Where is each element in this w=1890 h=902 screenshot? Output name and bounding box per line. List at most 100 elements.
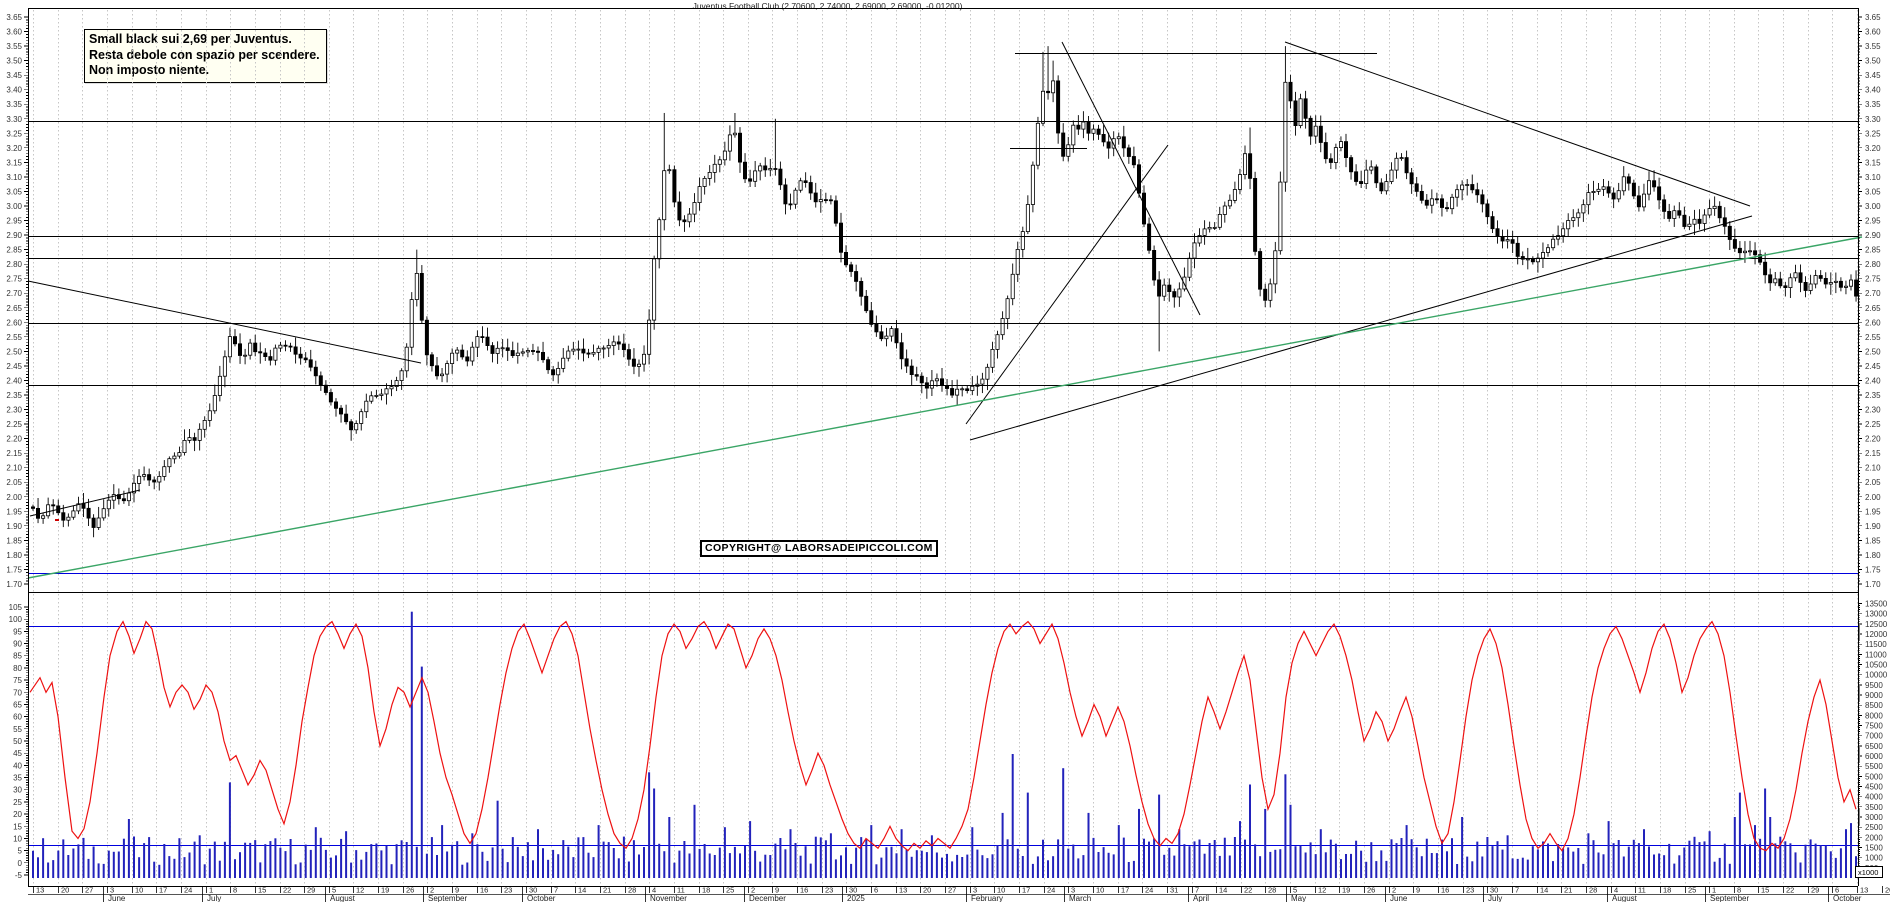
svg-text:10: 10 [997, 886, 1005, 895]
svg-text:6: 6 [874, 886, 878, 895]
svg-text:3.35: 3.35 [6, 100, 22, 109]
svg-text:4000: 4000 [1865, 793, 1883, 802]
svg-text:50: 50 [13, 737, 22, 746]
blue-reference-lines [28, 573, 1858, 846]
svg-text:1.90: 1.90 [1865, 522, 1881, 531]
svg-text:July: July [207, 894, 221, 902]
svg-text:2.85: 2.85 [6, 246, 22, 255]
svg-text:7: 7 [554, 886, 558, 895]
x-axis-labels: 13 20 27 3 10 17 24 1 8 15 22 29 5 12 19 26 2 9 16 23 30 7 14 2… [33, 886, 1890, 902]
annotation-line-1: Small black sui 2,69 per Juventus. [89, 32, 292, 46]
svg-text:July: July [1488, 894, 1502, 902]
svg-text:3.45: 3.45 [1865, 71, 1881, 80]
svg-text:October: October [1833, 894, 1862, 902]
svg-text:8: 8 [1737, 886, 1741, 895]
svg-text:30: 30 [13, 786, 22, 795]
svg-text:95: 95 [13, 627, 22, 636]
svg-text:13000: 13000 [1865, 610, 1888, 619]
volume-bars [32, 611, 1857, 878]
svg-text:30: 30 [849, 886, 857, 895]
svg-text:55: 55 [13, 725, 22, 734]
svg-text:2: 2 [751, 886, 755, 895]
svg-text:2.05: 2.05 [1865, 478, 1881, 487]
svg-text:1.70: 1.70 [6, 580, 22, 589]
svg-text:1.85: 1.85 [1865, 536, 1881, 545]
svg-text:12: 12 [356, 886, 364, 895]
svg-text:6500: 6500 [1865, 742, 1883, 751]
annotation-box: Small black sui 2,69 per Juventus. Resta… [84, 29, 327, 83]
svg-text:11500: 11500 [1865, 640, 1887, 649]
svg-text:16: 16 [480, 886, 488, 895]
svg-text:10000: 10000 [1865, 671, 1888, 680]
axes: 3.65 3.65 3.60 3.60 3.55 3.55 3.50 3.50 3.45 3.45… [6, 13, 1887, 880]
svg-text:3.55: 3.55 [6, 42, 22, 51]
svg-text:2.20: 2.20 [6, 435, 22, 444]
svg-text:17: 17 [1022, 886, 1030, 895]
svg-text:3.60: 3.60 [1865, 28, 1881, 37]
svg-text:100: 100 [9, 615, 23, 624]
svg-text:60: 60 [13, 713, 22, 722]
svg-text:24: 24 [184, 886, 192, 895]
svg-text:26: 26 [1367, 886, 1375, 895]
svg-text:3.50: 3.50 [1865, 57, 1881, 66]
svg-text:25: 25 [13, 798, 22, 807]
svg-text:4: 4 [652, 886, 656, 895]
svg-text:16: 16 [800, 886, 808, 895]
svg-text:September: September [1710, 894, 1749, 902]
svg-text:3.20: 3.20 [6, 144, 22, 153]
svg-text:65: 65 [13, 700, 22, 709]
svg-text:3500: 3500 [1865, 803, 1883, 812]
svg-text:2.45: 2.45 [6, 362, 22, 371]
svg-text:3.30: 3.30 [1865, 115, 1881, 124]
svg-text:3.00: 3.00 [6, 202, 22, 211]
svg-text:4: 4 [1614, 886, 1618, 895]
svg-text:4500: 4500 [1865, 783, 1883, 792]
oscillator-line [29, 620, 1857, 852]
svg-text:15: 15 [13, 822, 22, 831]
svg-text:3.15: 3.15 [1865, 158, 1881, 167]
candles [30, 46, 1859, 538]
svg-text:8: 8 [233, 886, 237, 895]
svg-text:9500: 9500 [1865, 681, 1883, 690]
svg-text:105: 105 [9, 603, 23, 612]
svg-text:7: 7 [1195, 886, 1199, 895]
svg-text:22: 22 [1244, 886, 1252, 895]
svg-text:24: 24 [1145, 886, 1153, 895]
svg-text:40: 40 [13, 761, 22, 770]
svg-text:2.45: 2.45 [1865, 362, 1881, 371]
svg-text:6: 6 [1835, 886, 1839, 895]
svg-text:3.65: 3.65 [1865, 13, 1881, 22]
svg-text:1.80: 1.80 [6, 551, 22, 560]
annotation-line-2: Resta debole con spazio per scendere. [89, 47, 320, 62]
svg-text:2.65: 2.65 [6, 304, 22, 313]
svg-text:29: 29 [1811, 886, 1819, 895]
svg-text:9000: 9000 [1865, 691, 1883, 700]
svg-text:3.30: 3.30 [6, 115, 22, 124]
svg-text:2.30: 2.30 [1865, 406, 1881, 415]
svg-text:November: November [650, 894, 687, 902]
svg-text:30: 30 [1490, 886, 1498, 895]
svg-text:3.10: 3.10 [1865, 173, 1881, 182]
svg-text:7000: 7000 [1865, 732, 1883, 741]
svg-text:45: 45 [13, 749, 22, 758]
svg-text:5: 5 [332, 886, 336, 895]
svg-text:1.75: 1.75 [1865, 565, 1881, 574]
svg-text:28: 28 [1268, 886, 1276, 895]
svg-text:5500: 5500 [1865, 762, 1883, 771]
svg-text:7: 7 [1515, 886, 1519, 895]
svg-text:15: 15 [258, 886, 266, 895]
svg-text:3.55: 3.55 [1865, 42, 1881, 51]
horizontal-price-lines [28, 53, 1858, 386]
svg-text:1.95: 1.95 [1865, 507, 1881, 516]
svg-text:2.75: 2.75 [1865, 275, 1881, 284]
svg-text:3.25: 3.25 [1865, 129, 1881, 138]
svg-text:27: 27 [948, 886, 956, 895]
trend-lines [27, 41, 1753, 517]
svg-text:3.05: 3.05 [1865, 187, 1881, 196]
svg-text:2.00: 2.00 [6, 493, 22, 502]
svg-text:2.90: 2.90 [6, 231, 22, 240]
svg-text:20: 20 [1885, 886, 1890, 895]
svg-text:10500: 10500 [1865, 661, 1888, 670]
